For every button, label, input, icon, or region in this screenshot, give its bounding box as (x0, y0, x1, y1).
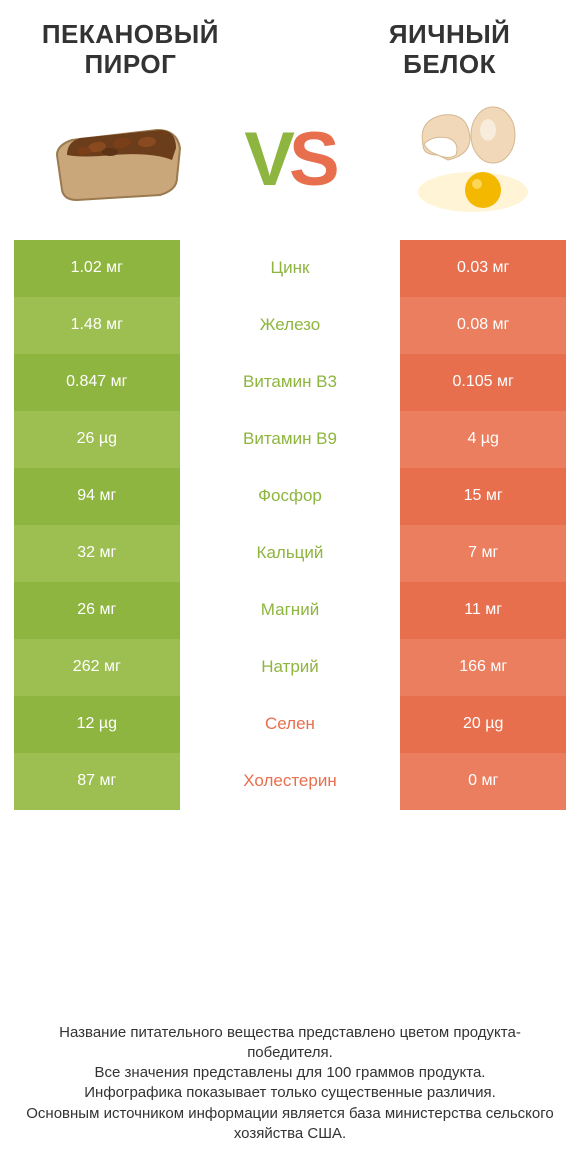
title-left: ПЕКАНОВЫЙ ПИРОГ (24, 20, 237, 80)
cell-left-value: 32 мг (14, 525, 180, 582)
cell-nutrient-label: Холестерин (180, 753, 401, 810)
footer-line-4: Основным источником информации является … (24, 1104, 556, 1145)
footer-line-2: Все значения представлены для 100 граммо… (24, 1063, 556, 1083)
cell-right-value: 4 µg (400, 411, 566, 468)
cell-left-value: 1.48 мг (14, 297, 180, 354)
egg-white-image (370, 100, 556, 220)
cell-nutrient-label: Цинк (180, 240, 401, 297)
cell-left-value: 12 µg (14, 696, 180, 753)
table-row: 262 мгНатрий166 мг (14, 639, 566, 696)
table-row: 26 мгМагний11 мг (14, 582, 566, 639)
cell-right-value: 0 мг (400, 753, 566, 810)
cell-right-value: 11 мг (400, 582, 566, 639)
cell-right-value: 15 мг (400, 468, 566, 525)
cell-nutrient-label: Магний (180, 582, 401, 639)
footer-line-1: Название питательного вещества представл… (24, 1023, 556, 1064)
cell-right-value: 0.105 мг (400, 354, 566, 411)
table-row: 87 мгХолестерин0 мг (14, 753, 566, 810)
cell-right-value: 166 мг (400, 639, 566, 696)
table-row: 12 µgСелен20 µg (14, 696, 566, 753)
cell-left-value: 94 мг (14, 468, 180, 525)
cell-right-value: 20 µg (400, 696, 566, 753)
pecan-pie-image (24, 100, 210, 220)
cell-right-value: 0.03 мг (400, 240, 566, 297)
pecan-pie-icon (42, 100, 192, 220)
comparison-table: 1.02 мгЦинк0.03 мг1.48 мгЖелезо0.08 мг0.… (14, 240, 566, 810)
cell-left-value: 1.02 мг (14, 240, 180, 297)
cell-left-value: 26 мг (14, 582, 180, 639)
cell-nutrient-label: Витамин B3 (180, 354, 401, 411)
cell-nutrient-label: Кальций (180, 525, 401, 582)
cell-left-value: 262 мг (14, 639, 180, 696)
table-row: 94 мгФосфор15 мг (14, 468, 566, 525)
cell-right-value: 7 мг (400, 525, 566, 582)
image-row: VS (14, 90, 566, 240)
cell-left-value: 87 мг (14, 753, 180, 810)
infographic-container: ПЕКАНОВЫЙ ПИРОГ ЯИЧНЫЙ БЕЛОК VS (0, 0, 580, 1174)
cell-nutrient-label: Натрий (180, 639, 401, 696)
table-row: 1.02 мгЦинк0.03 мг (14, 240, 566, 297)
table-row: 32 мгКальций7 мг (14, 525, 566, 582)
egg-icon (388, 100, 538, 220)
footer-line-3: Инфографика показывает только существенн… (24, 1083, 556, 1103)
cell-nutrient-label: Фосфор (180, 468, 401, 525)
vs-v: V (244, 116, 291, 203)
cell-right-value: 0.08 мг (400, 297, 566, 354)
cell-nutrient-label: Селен (180, 696, 401, 753)
table-row: 26 µgВитамин B94 µg (14, 411, 566, 468)
cell-nutrient-label: Железо (180, 297, 401, 354)
header-row: ПЕКАНОВЫЙ ПИРОГ ЯИЧНЫЙ БЕЛОК (14, 20, 566, 90)
cell-left-value: 26 µg (14, 411, 180, 468)
vs-s: S (289, 116, 336, 203)
cell-left-value: 0.847 мг (14, 354, 180, 411)
title-right: ЯИЧНЫЙ БЕЛОК (343, 20, 556, 80)
cell-nutrient-label: Витамин B9 (180, 411, 401, 468)
table-row: 1.48 мгЖелезо0.08 мг (14, 297, 566, 354)
footer-notes: Название питательного вещества представл… (14, 1003, 566, 1155)
table-row: 0.847 мгВитамин B30.105 мг (14, 354, 566, 411)
vs-label: VS (244, 116, 335, 203)
